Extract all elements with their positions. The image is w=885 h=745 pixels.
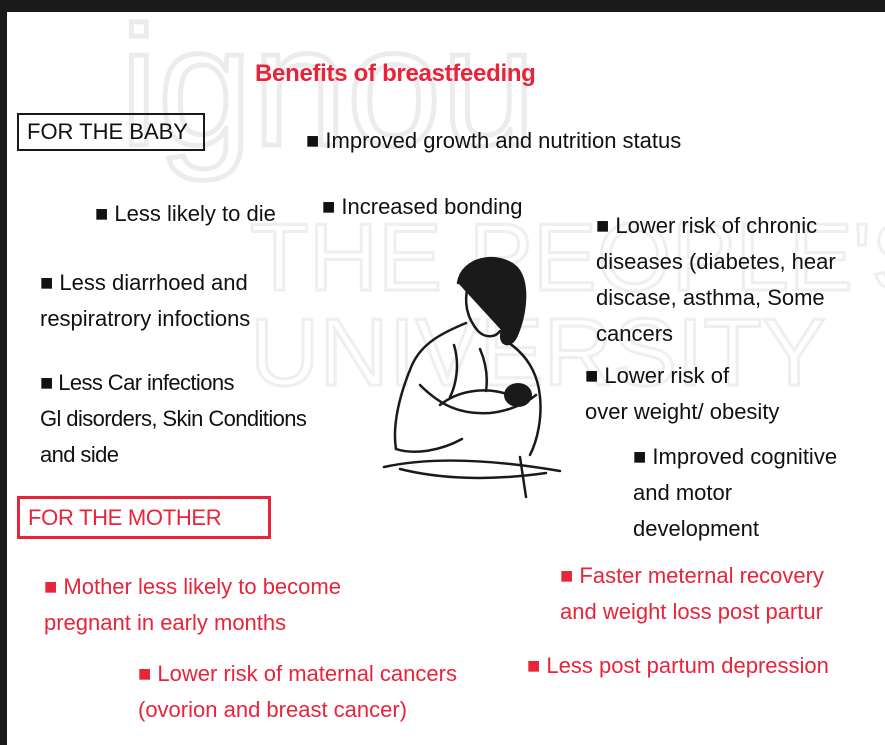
baby-item-growth: ■ Improved growth and nutrition status	[306, 128, 682, 153]
cloth-fold-1	[448, 343, 459, 399]
baby-body	[438, 389, 512, 407]
baby-item-obesity: ■ Lower risk of over weight/ obesity	[585, 363, 780, 424]
baby-item-cognitive: ■ Improved cognitive and motor developme…	[633, 444, 838, 541]
leg	[518, 455, 528, 499]
mother-lower-arm	[394, 437, 464, 453]
baby-item-ear: ■ Less Car infections Gl disorders, Skin…	[40, 370, 307, 467]
lap	[382, 459, 562, 473]
page-title: Benefits of breastfeeding	[255, 60, 536, 87]
baby-item-diarrhoea: ■ Less diarrhoed and respiratrory infoct…	[40, 270, 251, 331]
baby-item-bonding: ■ Increased bonding	[322, 194, 523, 219]
mother-item-recovery: ■ Faster meternal recovery and weight lo…	[560, 563, 824, 624]
baby-section-heading: FOR THE BABY	[17, 113, 205, 151]
mother-back	[504, 339, 542, 457]
cloth-fold-2	[478, 347, 488, 393]
baby-head	[504, 383, 532, 407]
baby-item-chronic: ■ Lower risk of chronic diseases (diabet…	[596, 213, 836, 346]
mother-and-baby-illustration	[382, 256, 562, 499]
mother-item-depression: ■ Less post partum depression	[527, 653, 829, 678]
skirt	[398, 467, 548, 480]
mother-item-cancers: ■ Lower risk of maternal cancers (ovorio…	[138, 661, 457, 722]
mother-section-heading: FOR THE MOTHER	[17, 496, 271, 539]
watermark-line-1: THE PEOPLE'S	[250, 204, 885, 311]
left-frame-bar	[0, 0, 7, 745]
mother-shoulders	[393, 321, 468, 451]
watermark-logo-text: ignou	[120, 0, 536, 182]
mother-item-pregnant: ■ Mother less likely to become pregnant …	[44, 574, 341, 635]
mother-face	[464, 283, 502, 338]
baby-item-die: ■ Less likely to die	[95, 201, 276, 226]
top-frame-bar	[0, 0, 885, 12]
mother-hair	[456, 256, 527, 346]
